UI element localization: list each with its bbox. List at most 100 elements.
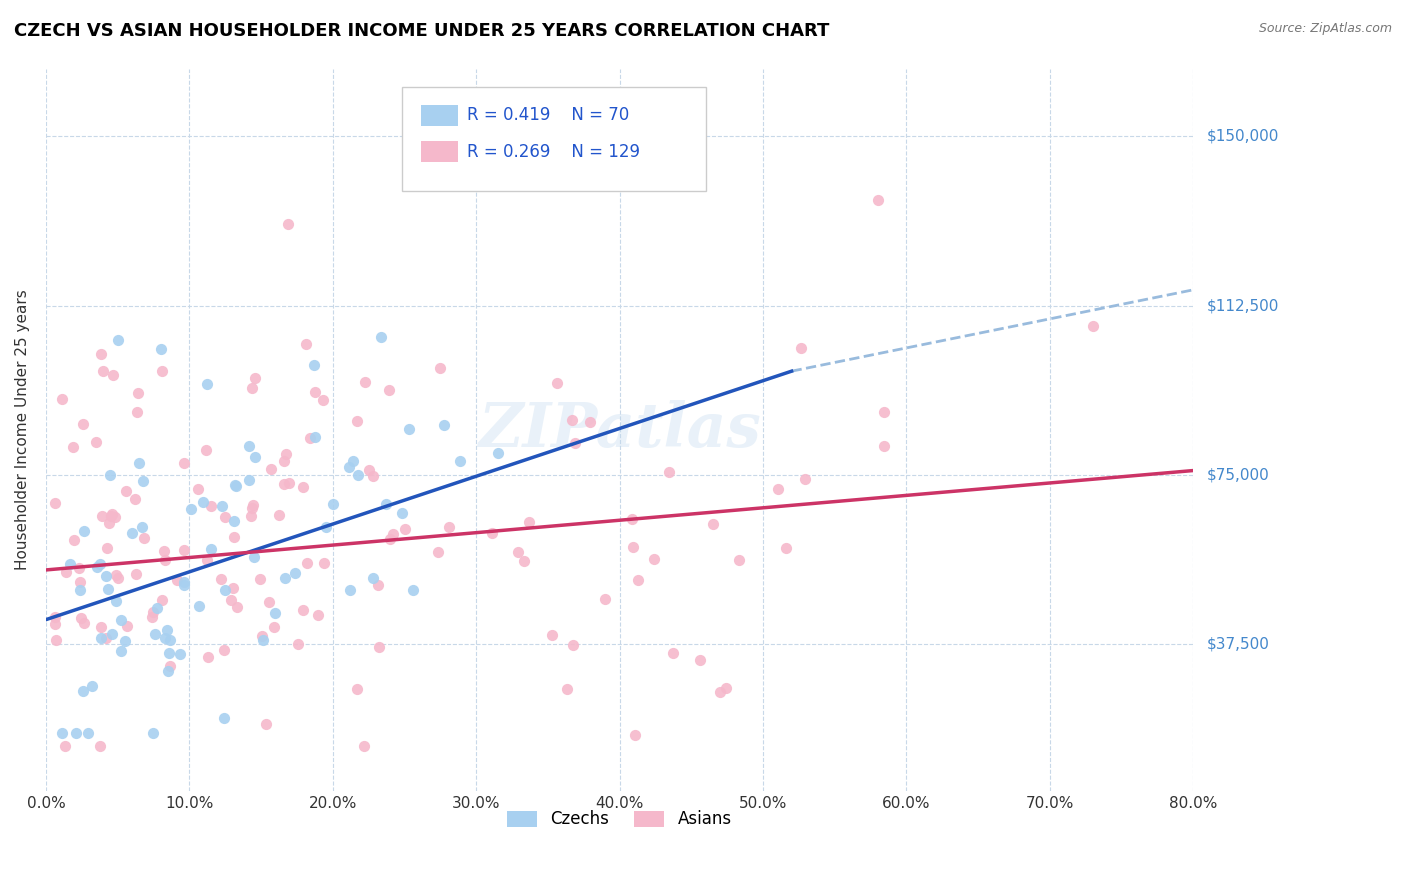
- Point: [89, 739, 111, 753]
- Point: [117, 618, 139, 632]
- Point: [273, 477, 295, 491]
- Point: [143, 627, 166, 641]
- Point: [284, 566, 307, 580]
- Point: [546, 376, 568, 390]
- Point: [110, 644, 132, 658]
- Point: [180, 501, 202, 516]
- Point: [322, 497, 344, 511]
- Point: [63, 533, 86, 548]
- Point: [702, 517, 724, 532]
- Point: [94, 632, 117, 646]
- Point: [401, 583, 423, 598]
- Point: [173, 456, 195, 470]
- FancyBboxPatch shape: [402, 87, 706, 192]
- Point: [142, 605, 165, 619]
- Point: [304, 385, 326, 400]
- Point: [295, 336, 318, 351]
- Point: [775, 541, 797, 555]
- Point: [302, 358, 325, 372]
- Point: [197, 650, 219, 665]
- Point: [627, 573, 650, 587]
- Text: ZIPatlas: ZIPatlas: [478, 400, 761, 460]
- Point: [90, 631, 112, 645]
- Point: [211, 499, 233, 513]
- Point: [114, 633, 136, 648]
- Point: [298, 431, 321, 445]
- Point: [44, 495, 66, 509]
- Point: [115, 484, 138, 499]
- Point: [259, 594, 281, 608]
- Text: $37,500: $37,500: [1206, 637, 1270, 652]
- Point: [449, 454, 471, 468]
- Legend: Czechs, Asians: Czechs, Asians: [501, 804, 738, 835]
- Point: [361, 571, 384, 585]
- Point: [368, 640, 391, 655]
- Point: [242, 498, 264, 512]
- Point: [96, 541, 118, 556]
- Point: [238, 473, 260, 487]
- Point: [346, 414, 368, 428]
- Point: [153, 632, 176, 646]
- Point: [89, 558, 111, 572]
- Point: [564, 436, 586, 450]
- Point: [481, 525, 503, 540]
- Point: [304, 430, 326, 444]
- Point: [219, 593, 242, 607]
- Point: [243, 371, 266, 385]
- Bar: [420, 141, 458, 162]
- Point: [131, 520, 153, 534]
- Point: [766, 482, 789, 496]
- Point: [107, 571, 129, 585]
- Point: [381, 527, 404, 541]
- Point: [394, 522, 416, 536]
- Point: [157, 646, 180, 660]
- Point: [370, 329, 392, 343]
- Point: [97, 582, 120, 596]
- Point: [662, 646, 685, 660]
- Point: [65, 725, 87, 739]
- Point: [91, 364, 114, 378]
- Point: [517, 515, 540, 529]
- Point: [225, 479, 247, 493]
- Point: [124, 566, 146, 581]
- Point: [621, 511, 644, 525]
- Text: Source: ZipAtlas.com: Source: ZipAtlas.com: [1258, 22, 1392, 36]
- Point: [121, 525, 143, 540]
- Point: [437, 520, 460, 534]
- Text: $150,000: $150,000: [1206, 128, 1279, 144]
- Point: [291, 480, 314, 494]
- Point: [62, 440, 84, 454]
- Point: [214, 510, 236, 524]
- Point: [315, 520, 337, 534]
- Point: [561, 412, 583, 426]
- Point: [128, 456, 150, 470]
- Point: [873, 404, 896, 418]
- Point: [274, 571, 297, 585]
- Point: [359, 463, 381, 477]
- Point: [252, 632, 274, 647]
- Point: [72, 417, 94, 431]
- Point: [105, 568, 128, 582]
- Point: [169, 647, 191, 661]
- Point: [86, 435, 108, 450]
- Point: [243, 549, 266, 564]
- Point: [354, 375, 377, 389]
- Point: [277, 218, 299, 232]
- Point: [312, 556, 335, 570]
- Point: [212, 710, 235, 724]
- Point: [124, 491, 146, 506]
- Point: [224, 477, 246, 491]
- Point: [195, 442, 218, 457]
- Point: [55, 565, 77, 579]
- Point: [353, 739, 375, 753]
- Point: [254, 716, 277, 731]
- Point: [391, 506, 413, 520]
- Point: [76, 725, 98, 739]
- Point: [709, 685, 731, 699]
- Point: [90, 347, 112, 361]
- Point: [624, 729, 647, 743]
- Point: [100, 509, 122, 524]
- Point: [689, 653, 711, 667]
- Point: [562, 638, 585, 652]
- Point: [1081, 318, 1104, 333]
